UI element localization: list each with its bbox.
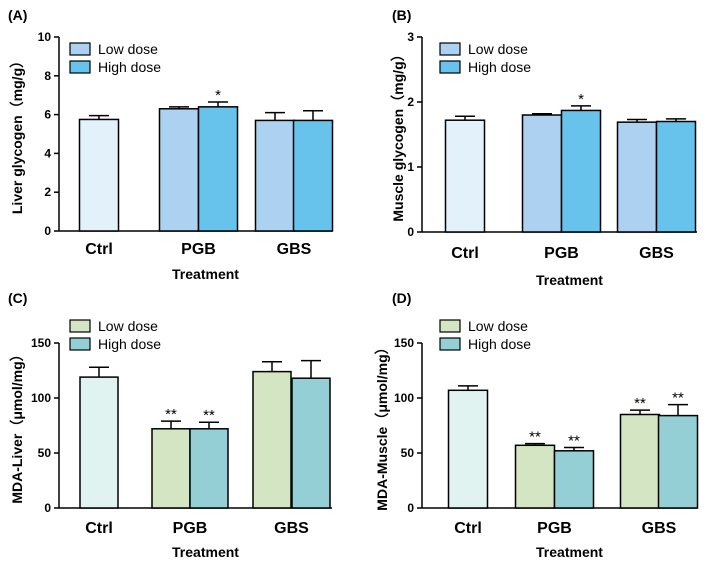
- bar: [553, 450, 595, 509]
- bar: [514, 444, 556, 509]
- chart-panel-d: (D) 0 50 100 150 MDA-Muscle（μmol/mg） Treatment…: [374, 290, 699, 560]
- y-axis-title: MDA-Muscle（μmol/mg）: [374, 340, 390, 510]
- y-tick-label: 1: [407, 160, 414, 174]
- y-tick-label: 50: [401, 446, 415, 460]
- y-tick-label: 2: [44, 185, 51, 199]
- bar: [254, 119, 296, 232]
- legend: Low dose High dose: [439, 318, 531, 352]
- x-category-label: PGB: [537, 520, 572, 537]
- legend-label: Low dose: [98, 318, 158, 334]
- bar: [616, 121, 658, 233]
- y-tick-label: 50: [38, 446, 52, 460]
- legend-label: High dose: [468, 336, 531, 352]
- bar: [189, 428, 229, 509]
- y-axis-title: Muscle glycogen（mg/g）: [390, 47, 406, 221]
- x-category-label: GBS: [642, 520, 677, 537]
- x-category-label: PGB: [544, 245, 579, 262]
- legend-swatch: [69, 319, 91, 333]
- legend-swatch: [69, 60, 91, 74]
- x-category-label: Ctrl: [454, 520, 482, 537]
- legend-label: Low dose: [98, 41, 158, 57]
- y-tick-label: 150: [394, 336, 414, 350]
- legend-swatch: [439, 60, 461, 74]
- significance-marker: **: [568, 433, 580, 450]
- bar: [158, 108, 200, 232]
- legend-swatch: [69, 42, 91, 56]
- bar: [197, 106, 239, 232]
- chart-panel-c: (C) 0 50 100 150 MDA-Liver（μmol/mg） Treatment C…: [8, 290, 332, 560]
- y-axis-title: Liver glycogen（mg/g）: [9, 54, 25, 214]
- legend: Low dose High dose: [69, 41, 161, 75]
- y-tick-label: 10: [38, 30, 52, 44]
- y-tick-label: 4: [44, 146, 51, 160]
- x-category-label: PGB: [173, 520, 208, 537]
- panel-label: (C): [8, 290, 27, 306]
- bar: [151, 428, 191, 509]
- legend-label: High dose: [468, 59, 531, 75]
- bar: [252, 370, 292, 509]
- x-axis-title: Treatment: [172, 544, 239, 560]
- legend-swatch: [439, 337, 461, 351]
- legend-label: Low dose: [468, 41, 528, 57]
- x-category-label: GBS: [274, 520, 309, 537]
- x-category-label: GBS: [639, 245, 674, 262]
- x-axis-title: Treatment: [536, 272, 603, 288]
- significance-marker: **: [634, 395, 646, 412]
- significance-marker: *: [215, 87, 221, 104]
- x-category-label: PGB: [181, 241, 216, 258]
- significance-marker: **: [672, 390, 684, 407]
- y-tick-label: 0: [407, 501, 414, 515]
- bar: [521, 114, 563, 233]
- x-axis-title: Treatment: [536, 544, 603, 560]
- y-tick-label: 0: [407, 225, 414, 239]
- y-tick-label: 100: [394, 391, 414, 405]
- x-category-label: GBS: [277, 241, 312, 258]
- significance-marker: **: [165, 406, 177, 423]
- y-tick-label: 3: [407, 30, 414, 44]
- chart-panel-a: (A) 0 2 4 6 8 10 Liver glycogen（mg/g） Treatment C…: [8, 7, 334, 282]
- bar: [447, 389, 489, 509]
- y-tick-label: 8: [44, 69, 51, 83]
- legend-label: High dose: [98, 59, 161, 75]
- x-category-label: Ctrl: [85, 520, 113, 537]
- panel-label: (D): [392, 290, 411, 306]
- significance-marker: *: [578, 91, 584, 108]
- x-category-label: Ctrl: [451, 245, 479, 262]
- y-tick-label: 100: [31, 391, 51, 405]
- y-tick-label: 6: [44, 108, 51, 122]
- bar: [78, 118, 120, 232]
- y-tick-label: 0: [44, 224, 51, 238]
- x-axis-title: Treatment: [172, 266, 239, 282]
- bar: [619, 413, 661, 509]
- y-tick-label: 150: [31, 336, 51, 350]
- legend: Low dose High dose: [69, 318, 161, 352]
- y-axis-title: MDA-Liver（μmol/mg）: [9, 347, 25, 503]
- bar: [655, 120, 697, 233]
- legend-swatch: [69, 337, 91, 351]
- bar: [657, 414, 699, 509]
- panel-label: (A): [8, 7, 27, 23]
- bar: [560, 109, 602, 233]
- significance-marker: **: [529, 429, 541, 446]
- legend-swatch: [439, 319, 461, 333]
- panel-label: (B): [392, 7, 411, 23]
- x-category-label: Ctrl: [85, 241, 113, 258]
- legend-label: High dose: [98, 336, 161, 352]
- bar: [79, 376, 119, 509]
- significance-marker: **: [203, 407, 215, 424]
- legend: Low dose High dose: [439, 41, 531, 75]
- y-tick-label: 0: [44, 501, 51, 515]
- legend-swatch: [439, 42, 461, 56]
- y-tick-label: 2: [407, 95, 414, 109]
- legend-label: Low dose: [468, 318, 528, 334]
- bar: [292, 119, 334, 232]
- bar: [444, 119, 486, 233]
- bar: [291, 377, 331, 509]
